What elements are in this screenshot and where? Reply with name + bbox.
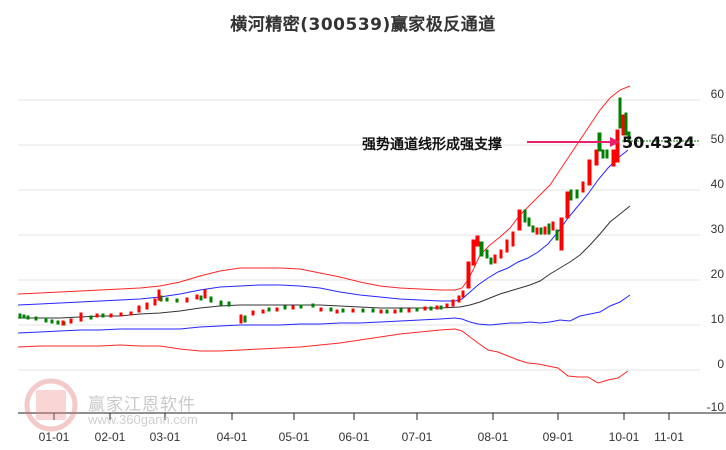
y-tick-0: 0 <box>717 357 724 371</box>
watermark-url: www.360gann.com <box>88 412 198 427</box>
y-tick-20: 20 <box>710 267 724 281</box>
annotation-arrow-head <box>610 137 620 147</box>
upper-outer-band <box>17 85 631 295</box>
middle-line <box>18 205 631 319</box>
y-tick-40: 40 <box>710 177 724 191</box>
chart-title: 横河精密(300539)赢家极反通道 <box>230 15 496 35</box>
annotation-label: 强势通道线形成强支撑 <box>362 137 502 153</box>
watermark-brand: 赢家江恩软件 <box>88 395 196 415</box>
y-tick-60: 60 <box>710 87 724 101</box>
y-tick-neg10: -10 <box>706 400 724 414</box>
y-tick-30: 30 <box>710 222 724 236</box>
x-axis <box>18 412 726 420</box>
x-tick-01-01: 01-01 <box>38 430 70 444</box>
x-tick-09-01: 09-01 <box>542 430 574 444</box>
x-tick-04-01: 04-01 <box>216 430 248 444</box>
x-tick-11-01: 11-01 <box>654 430 684 444</box>
x-tick-06-01: 06-01 <box>338 430 370 444</box>
lower-inner-band <box>17 294 631 334</box>
x-tick-05-01: 05-01 <box>278 430 310 444</box>
gridlines <box>18 99 700 371</box>
watermark-seal-icon <box>24 378 78 432</box>
x-tick-03-01: 03-01 <box>149 430 181 444</box>
candles <box>18 97 631 326</box>
x-tick-07-01: 07-01 <box>401 430 433 444</box>
lower-outer-band <box>17 328 629 384</box>
annotation-value: 50.4324 <box>622 133 695 152</box>
x-tick-02-01: 02-01 <box>94 430 126 444</box>
x-tick-10-01: 10-01 <box>608 430 640 444</box>
x-tick-08-01: 08-01 <box>477 430 509 444</box>
y-tick-10: 10 <box>710 312 724 326</box>
y-tick-50: 50 <box>710 132 724 146</box>
